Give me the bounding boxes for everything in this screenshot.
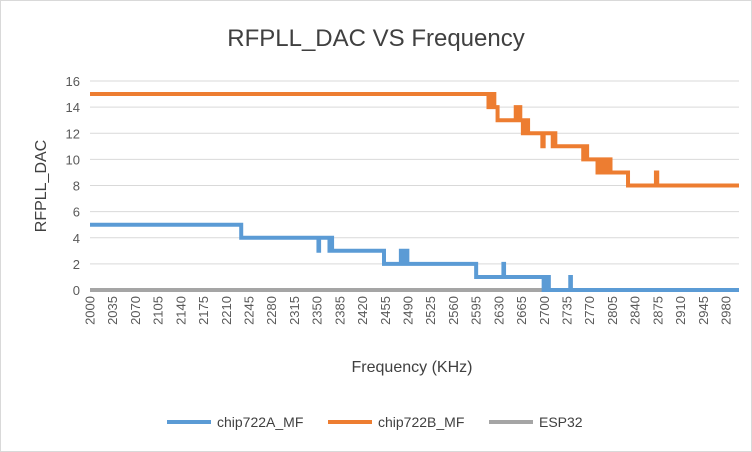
x-tick-label: 2560 [446, 296, 461, 325]
y-tick-label: 8 [73, 179, 80, 194]
legend-label: chip722A_MF [217, 414, 303, 430]
x-tick-label: 2140 [173, 296, 188, 325]
y-tick-label: 4 [73, 231, 80, 246]
y-tick-label: 6 [73, 205, 80, 220]
x-tick-label: 2630 [491, 296, 506, 325]
gridlines [90, 80, 739, 291]
x-tick-label: 2105 [151, 296, 166, 325]
y-tick-label: 12 [66, 126, 80, 141]
series-line-chip722B_MF [90, 92, 739, 188]
y-tick-label: 16 [66, 74, 80, 89]
y-tick-label: 2 [73, 257, 80, 272]
y-axis-ticks: 0 2 4 6 8 10 12 14 16 [66, 74, 80, 298]
x-tick-label: 2980 [719, 296, 734, 325]
x-tick-label: 2735 [560, 296, 575, 325]
x-axis-title: Frequency (KHz) [352, 359, 473, 376]
x-tick-label: 2350 [310, 296, 325, 325]
y-tick-label: 10 [66, 152, 80, 167]
x-tick-label: 2280 [264, 296, 279, 325]
x-axis-ticks: 2000 2035 2070 2105 2140 2175 2210 2245 2280 2315… [83, 296, 734, 325]
x-tick-label: 2910 [673, 296, 688, 325]
x-tick-label: 2840 [628, 296, 643, 325]
y-axis-title: RFPLL_DAC [33, 140, 50, 232]
x-tick-label: 2000 [83, 296, 98, 325]
series-line-chip722A_MF [90, 222, 739, 292]
legend-item-chip722A_MF: chip722A_MF [167, 414, 303, 430]
x-tick-label: 2595 [469, 296, 484, 325]
x-tick-label: 2420 [355, 296, 370, 325]
legend-label: ESP32 [539, 414, 583, 430]
x-tick-label: 2770 [582, 296, 597, 325]
series-lines [90, 92, 739, 292]
y-tick-label: 0 [73, 283, 80, 298]
x-tick-label: 2875 [650, 296, 665, 325]
x-tick-label: 2525 [423, 296, 438, 325]
legend: chip722A_MF chip722B_MF ESP32 [167, 414, 583, 430]
legend-label: chip722B_MF [378, 414, 464, 430]
x-tick-label: 2035 [105, 296, 120, 325]
x-tick-label: 2945 [696, 296, 711, 325]
x-tick-label: 2490 [401, 296, 416, 325]
y-tick-label: 14 [66, 100, 80, 115]
x-tick-label: 2805 [605, 296, 620, 325]
x-tick-label: 2070 [128, 296, 143, 325]
x-tick-label: 2665 [514, 296, 529, 325]
x-tick-label: 2175 [196, 296, 211, 325]
chart-title: RFPLL_DAC VS Frequency [227, 25, 524, 52]
x-tick-label: 2700 [537, 296, 552, 325]
x-tick-label: 2210 [219, 296, 234, 325]
x-tick-label: 2315 [287, 296, 302, 325]
x-tick-label: 2245 [242, 296, 257, 325]
x-tick-label: 2455 [378, 296, 393, 325]
legend-item-chip722B_MF: chip722B_MF [328, 414, 464, 430]
legend-item-ESP32: ESP32 [489, 414, 583, 430]
x-tick-label: 2385 [332, 296, 347, 325]
